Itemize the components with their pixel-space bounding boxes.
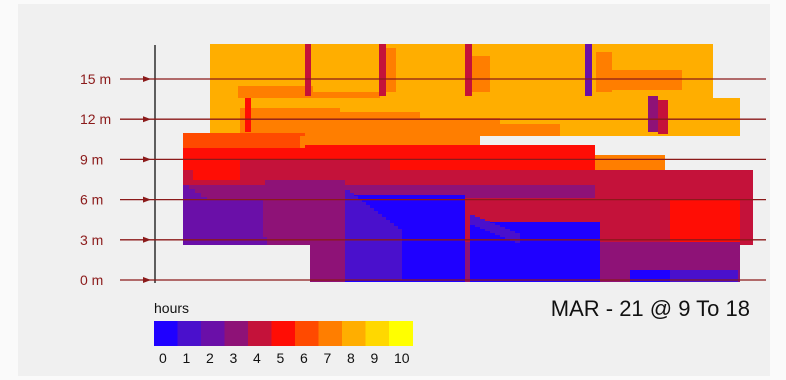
legend-value: 5	[277, 350, 285, 366]
legend-swatch	[224, 321, 249, 346]
legend-value: 9	[371, 350, 379, 366]
heat-cell	[389, 223, 394, 280]
heat-cell	[510, 231, 515, 241]
legend-swatch	[318, 321, 343, 346]
heat-cell	[249, 229, 255, 245]
heat-cell	[240, 160, 390, 180]
heat-cell	[386, 48, 396, 92]
legend-value: 7	[324, 350, 332, 366]
gridline-arrow	[143, 196, 151, 203]
legend-value: 4	[253, 350, 261, 366]
legend-value: 6	[300, 350, 308, 366]
heat-cell	[373, 211, 378, 280]
heat-cell	[515, 233, 520, 243]
gridline-arrow	[143, 76, 151, 82]
heat-cell	[596, 52, 612, 92]
heat-cell	[393, 226, 398, 280]
heat-cell	[349, 193, 354, 280]
legend-swatch	[201, 321, 225, 346]
heat-cell	[475, 217, 480, 227]
heat-cell	[505, 229, 510, 239]
legend: 0 1 2 3 4 5 6 7 8 9 10	[154, 321, 413, 366]
heat-cell	[500, 227, 505, 237]
legend-title: hours	[154, 300, 189, 316]
heat-cell	[361, 202, 366, 280]
heat-cell	[300, 92, 380, 102]
heat-cell	[219, 209, 225, 245]
heat-cell	[658, 100, 668, 134]
legend-value: 8	[347, 350, 355, 366]
legend-swatch	[271, 321, 296, 346]
legend-swatch	[154, 321, 178, 346]
heat-cell	[195, 193, 201, 245]
heat-cell	[365, 205, 370, 280]
heat-cell	[201, 197, 207, 245]
y-tick-label: 3 m	[80, 232, 103, 248]
legend-value: 1	[183, 350, 191, 366]
heat-cell	[465, 44, 472, 96]
heat-cell	[238, 86, 313, 98]
gridlines	[120, 76, 766, 283]
y-tick-label: 9 m	[80, 151, 103, 167]
y-tick-label: 6 m	[80, 192, 103, 208]
heat-cell	[245, 98, 251, 132]
heat-cell	[397, 229, 402, 280]
heat-cell	[183, 185, 189, 245]
legend-value: 10	[394, 350, 410, 366]
heat-cell	[379, 44, 386, 96]
heat-cell	[385, 220, 390, 280]
heat-cell	[243, 225, 249, 245]
heat-cell	[255, 233, 261, 245]
heat-cell	[265, 175, 345, 245]
y-tick-label: 15 m	[80, 71, 111, 87]
heat-cell	[213, 205, 219, 245]
heat-cell	[585, 44, 592, 96]
gridline-arrow	[143, 116, 151, 123]
heat-cell	[630, 270, 670, 282]
heat-cell	[660, 270, 738, 282]
heat-cell	[470, 215, 475, 225]
heat-cell	[600, 180, 670, 242]
heat-cell	[305, 44, 311, 96]
legend-swatch	[248, 321, 272, 346]
gridline-arrow	[143, 236, 151, 243]
heat-cell	[670, 200, 740, 242]
heat-cell	[237, 221, 243, 245]
heat-cell	[381, 217, 386, 280]
legend-swatch	[295, 321, 319, 346]
gridline-arrow	[143, 156, 151, 163]
y-tick-label: 0 m	[80, 272, 103, 288]
heat-cell	[369, 208, 374, 280]
gridline-arrow	[143, 277, 151, 283]
heat-cell	[430, 124, 560, 136]
legend-value: 2	[206, 350, 214, 366]
y-tick-labels: 0 m 3 m 6 m 9 m 12 m 15 m	[80, 71, 111, 288]
heat-cell	[225, 213, 231, 245]
legend-swatch	[365, 321, 390, 346]
heatmap-cells	[183, 44, 753, 282]
heat-cell	[231, 217, 237, 245]
heat-cell	[345, 190, 350, 280]
y-tick-label: 12 m	[80, 111, 111, 127]
heat-cell	[377, 214, 382, 280]
heat-cell	[485, 221, 490, 231]
heat-cell	[490, 223, 495, 233]
heat-cell	[495, 225, 500, 235]
legend-value: 0	[159, 350, 167, 366]
legend-swatch	[177, 321, 202, 346]
heat-cell	[480, 219, 485, 229]
heat-cell	[648, 96, 658, 132]
legend-swatch	[342, 321, 366, 346]
legend-swatch	[389, 321, 413, 346]
heat-cell	[472, 56, 490, 92]
heat-cell	[189, 189, 195, 245]
chart-title: MAR - 21 @ 9 To 18	[551, 296, 750, 321]
heat-cell	[207, 201, 213, 245]
legend-value: 3	[230, 350, 238, 366]
heat-cell	[612, 70, 682, 90]
heat-cell	[261, 237, 267, 245]
heat-cell	[353, 196, 358, 280]
